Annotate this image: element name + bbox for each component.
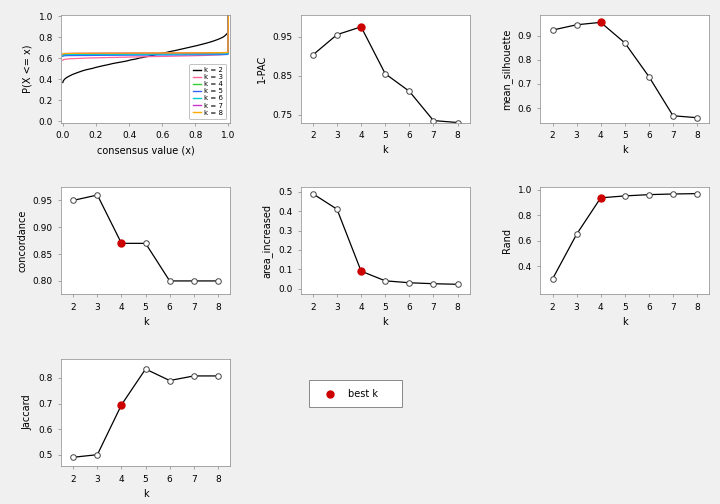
- Y-axis label: Rand: Rand: [502, 228, 512, 253]
- X-axis label: k: k: [143, 489, 148, 499]
- Y-axis label: Jaccard: Jaccard: [23, 395, 33, 430]
- X-axis label: k: k: [382, 146, 388, 155]
- X-axis label: k: k: [143, 317, 148, 327]
- Y-axis label: area_increased: area_increased: [261, 204, 273, 278]
- X-axis label: consensus value (x): consensus value (x): [96, 146, 194, 155]
- X-axis label: k: k: [382, 317, 388, 327]
- Y-axis label: concordance: concordance: [17, 210, 27, 272]
- Y-axis label: mean_silhouette: mean_silhouette: [501, 28, 512, 109]
- X-axis label: k: k: [622, 317, 628, 327]
- X-axis label: k: k: [622, 146, 628, 155]
- Y-axis label: P(X <= x): P(X <= x): [23, 44, 33, 93]
- Text: best k: best k: [348, 389, 378, 399]
- Legend: k = 2, k = 3, k = 4, k = 5, k = 6, k = 7, k = 8: k = 2, k = 3, k = 4, k = 5, k = 6, k = 7…: [189, 64, 227, 119]
- Y-axis label: 1-PAC: 1-PAC: [257, 55, 267, 83]
